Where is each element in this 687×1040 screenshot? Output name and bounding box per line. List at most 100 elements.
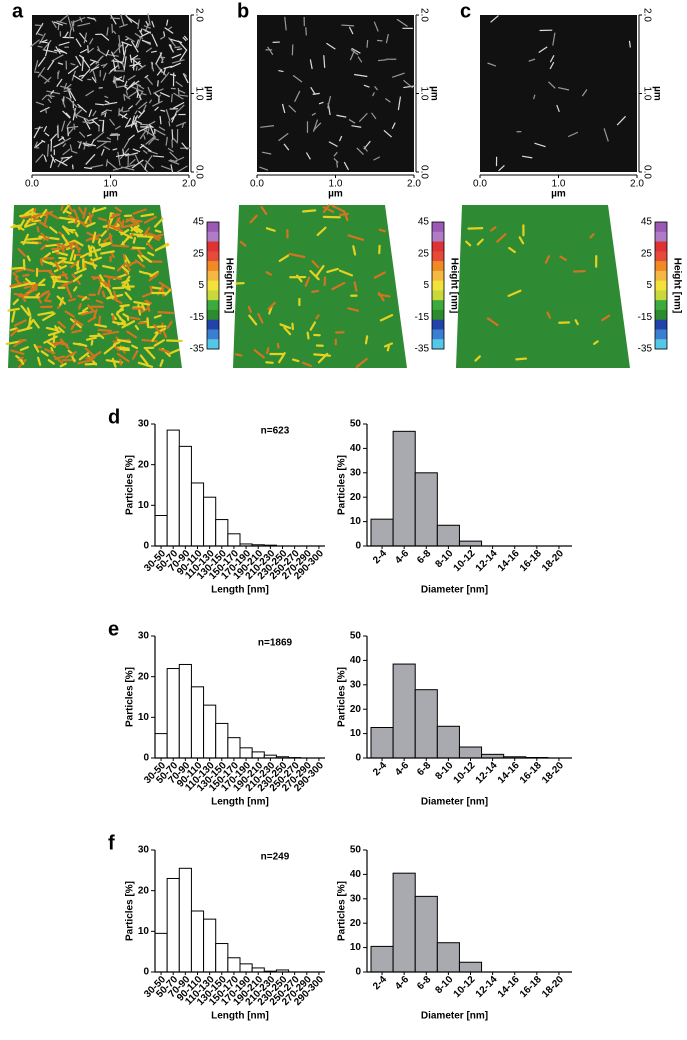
rod xyxy=(97,328,112,332)
rod xyxy=(77,103,88,113)
rod xyxy=(85,221,96,228)
rod xyxy=(87,316,97,323)
rod xyxy=(376,39,383,42)
rod xyxy=(61,120,66,132)
x-axis-label: Diameter [nm] xyxy=(421,1011,488,1022)
y-tick-label: 1.0 xyxy=(641,87,652,101)
rod xyxy=(124,117,132,128)
rods-3d xyxy=(465,224,611,362)
colorbar-tick-label: -35 xyxy=(638,344,653,355)
rod xyxy=(51,20,57,29)
rod xyxy=(154,229,162,233)
colorbar-segment xyxy=(655,231,667,243)
bar xyxy=(215,722,229,759)
colorbar-segment xyxy=(207,300,219,311)
bar xyxy=(178,445,192,547)
rod xyxy=(62,148,71,156)
y-tick-label: 20 xyxy=(350,918,362,929)
rod xyxy=(257,312,264,324)
x-unit: µm xyxy=(551,189,566,200)
rod xyxy=(628,40,631,48)
y-tick-label: 30 xyxy=(138,419,150,430)
rod xyxy=(278,254,290,263)
colorbar-tick-label: -15 xyxy=(415,312,430,323)
rod xyxy=(170,62,181,69)
rod xyxy=(120,166,135,171)
rod xyxy=(265,271,272,276)
rod xyxy=(57,23,60,31)
x-tick-label: 4-6 xyxy=(393,760,411,778)
rod xyxy=(119,148,130,160)
rod xyxy=(140,213,155,218)
rod xyxy=(45,210,59,220)
rod xyxy=(98,217,107,222)
rod xyxy=(109,213,119,217)
rod xyxy=(91,76,97,84)
y-tick-label: 50 xyxy=(350,419,362,430)
bar xyxy=(166,429,180,547)
bar xyxy=(215,943,229,973)
rod xyxy=(109,13,117,25)
annotation: n=623 xyxy=(261,426,290,437)
rod xyxy=(50,154,56,163)
rod xyxy=(82,307,89,313)
rod xyxy=(136,85,139,92)
rod xyxy=(616,115,627,126)
rod xyxy=(544,255,551,264)
rod xyxy=(137,361,154,368)
rod xyxy=(109,213,121,219)
rod xyxy=(137,126,149,133)
rod xyxy=(336,160,338,168)
y-tick-label: 50 xyxy=(350,631,362,642)
rod xyxy=(169,38,183,44)
x-axis-label: Length [nm] xyxy=(211,1011,269,1022)
rod xyxy=(391,122,396,129)
rod xyxy=(142,149,148,155)
rod xyxy=(304,276,311,287)
y-tick-label: 2.0 xyxy=(418,8,429,22)
rod xyxy=(176,48,183,51)
x-tick-label: 2.0 xyxy=(407,179,421,190)
rod xyxy=(136,247,143,256)
rod xyxy=(66,125,79,129)
rod xyxy=(265,361,274,364)
rod xyxy=(91,119,100,127)
rod xyxy=(40,232,49,242)
rod xyxy=(63,82,68,90)
colorbar-segment xyxy=(207,231,219,243)
rod xyxy=(59,14,69,23)
rod xyxy=(24,218,32,227)
bar xyxy=(458,540,483,547)
rod xyxy=(144,160,155,169)
rod xyxy=(34,140,44,148)
colorbar-tick-label: 45 xyxy=(418,217,430,228)
rod xyxy=(88,213,94,221)
rod xyxy=(41,139,46,143)
rod xyxy=(40,244,48,251)
rod xyxy=(69,249,75,262)
rod xyxy=(148,99,153,104)
bar xyxy=(154,733,168,759)
rod xyxy=(54,355,66,360)
y-tick-label: 10 xyxy=(350,516,362,527)
rod xyxy=(90,164,104,169)
rod xyxy=(278,132,289,142)
rod xyxy=(162,328,168,339)
rod xyxy=(145,20,149,27)
rod xyxy=(23,222,37,228)
rod xyxy=(147,150,158,155)
rod xyxy=(126,122,138,127)
x-tick-label: 6-8 xyxy=(415,760,433,778)
rod xyxy=(75,242,81,253)
rod xyxy=(141,338,158,343)
rod xyxy=(73,108,78,119)
y-tick-label: 20 xyxy=(138,885,150,896)
rod xyxy=(100,111,108,116)
rod xyxy=(158,67,167,76)
rod xyxy=(333,151,338,157)
x-tick-label: 1.0 xyxy=(104,179,118,190)
rod xyxy=(115,305,125,316)
rod xyxy=(43,213,49,225)
rods-3d xyxy=(234,204,394,369)
